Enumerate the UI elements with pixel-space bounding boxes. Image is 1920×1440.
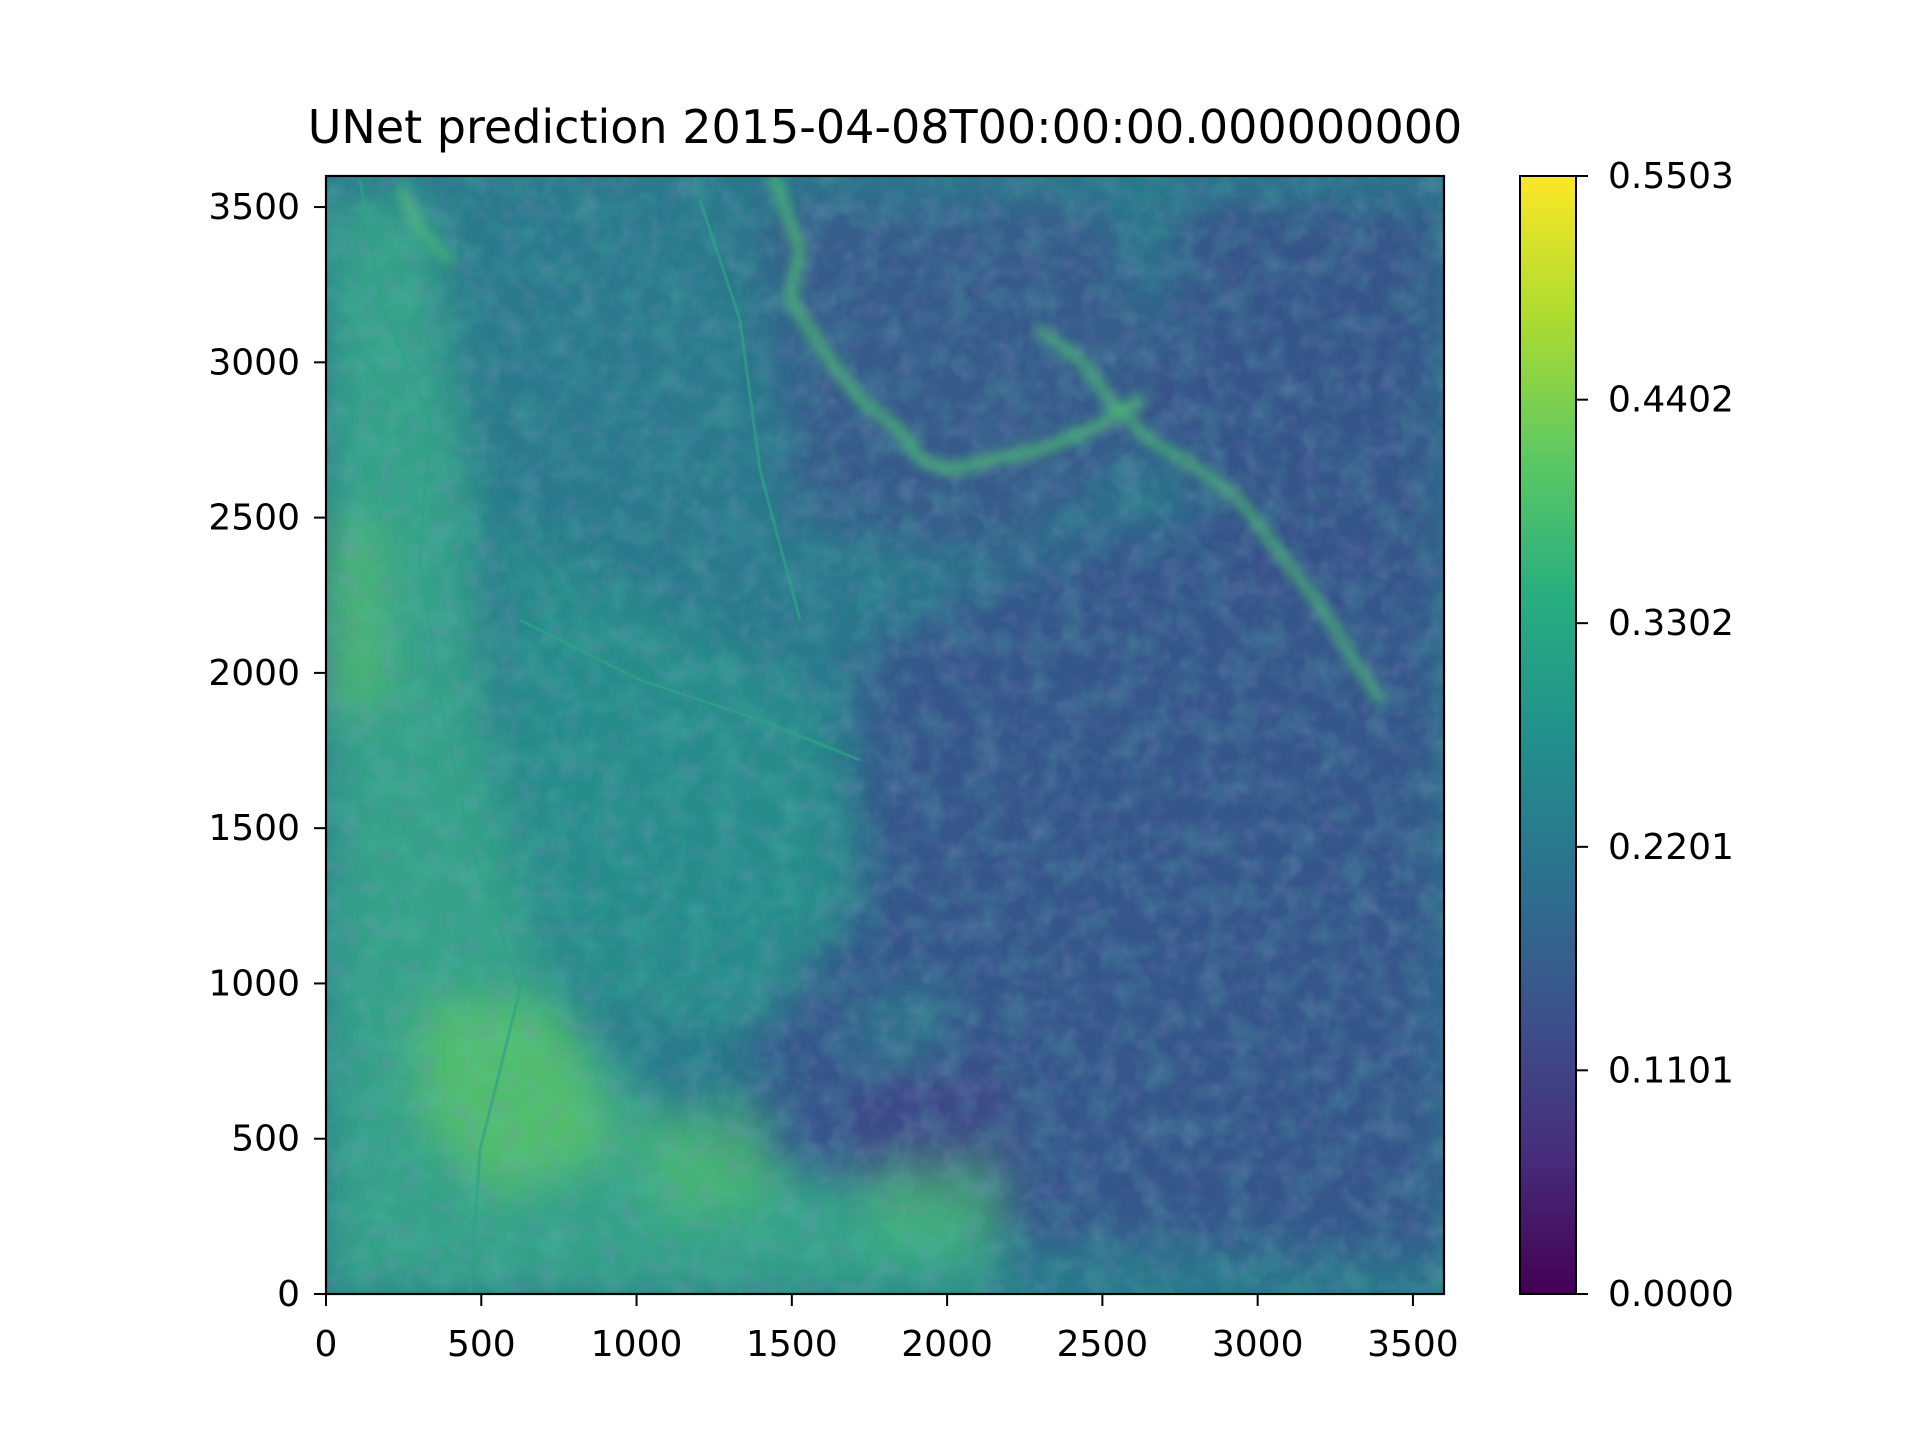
y-tick-label-1: 500: [231, 1119, 300, 1160]
colorbar-tick-label-0: 0.0000: [1608, 1274, 1734, 1315]
colorbar-tick-label-3: 0.3302: [1608, 603, 1734, 644]
colorbar-gradient: [1519, 175, 1577, 1295]
y-tick-label-0: 0: [277, 1274, 300, 1315]
x-tick-label-5: 2500: [1057, 1324, 1149, 1365]
chart-title: UNet prediction 2015-04-08T00:00:00.0000…: [308, 100, 1463, 154]
x-tick-label-1: 500: [447, 1324, 516, 1365]
y-tick-label-3: 1500: [208, 808, 300, 849]
colorbar-tick-label-1: 0.1101: [1608, 1050, 1734, 1091]
y-tick-label-2: 1000: [208, 963, 300, 1004]
x-tick-label-6: 3000: [1212, 1324, 1304, 1365]
x-tick-label-4: 2000: [901, 1324, 993, 1365]
y-axis: 0 500 1000 1500 2000 2500 3000 3500: [208, 187, 326, 1315]
x-tick-label-2: 1000: [591, 1324, 683, 1365]
colorbar-tick-label-2: 0.2201: [1608, 827, 1734, 868]
x-tick-label-0: 0: [315, 1324, 338, 1365]
colorbar-tick-label-5: 0.5503: [1608, 156, 1734, 197]
heatmap-image: [326, 176, 1444, 1294]
x-axis: 0 500 1000 1500 2000 2500 3000 3500: [315, 1294, 1459, 1365]
y-tick-label-6: 3000: [208, 342, 300, 383]
y-tick-label-4: 2000: [208, 653, 300, 694]
y-tick-label-5: 2500: [208, 498, 300, 539]
x-tick-label-3: 1500: [746, 1324, 838, 1365]
colorbar-tick-label-4: 0.4402: [1608, 380, 1734, 421]
plot-frame: [324, 174, 1446, 1296]
x-tick-label-7: 3500: [1367, 1324, 1459, 1365]
colorbar: 0.0000 0.1101 0.2201 0.3302 0.4402 0.550…: [1519, 156, 1734, 1315]
y-tick-label-7: 3500: [208, 187, 300, 228]
